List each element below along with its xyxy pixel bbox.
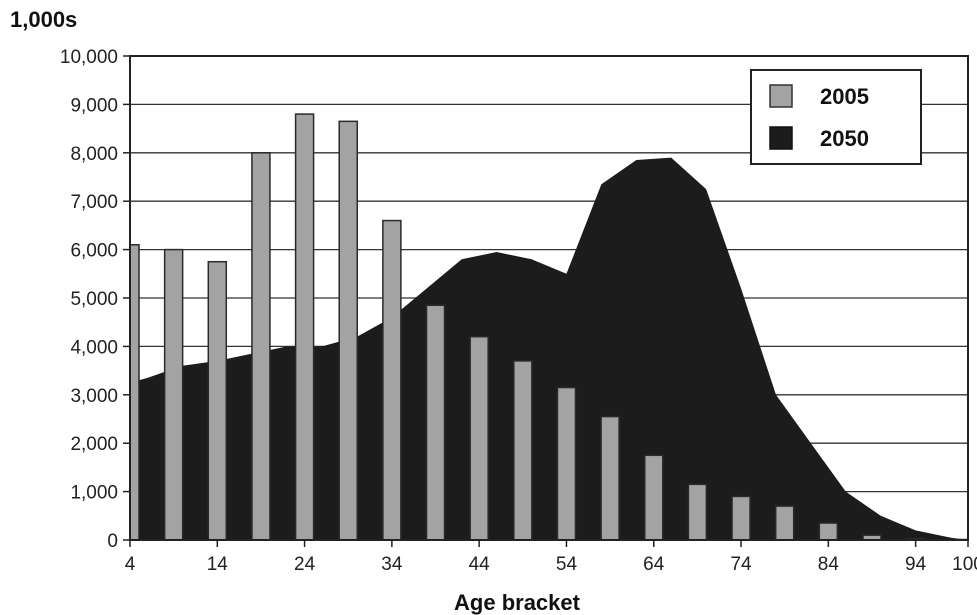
bar-2005 [600, 415, 620, 541]
x-tick-label: 94 [905, 554, 927, 575]
legend-label-2050: 2050 [820, 126, 869, 151]
bar-2005 [382, 219, 402, 541]
x-tick-label: 54 [556, 554, 578, 575]
x-tick-label: 74 [730, 554, 752, 575]
y-tick-label: 3,000 [70, 386, 118, 407]
bar-2005 [163, 248, 184, 541]
legend-label-2005: 2005 [820, 84, 869, 109]
x-tick-label: 34 [381, 554, 403, 575]
bar-2005 [207, 260, 228, 541]
y-tick-label: 2,000 [70, 434, 118, 455]
series-2005-bars [129, 113, 970, 541]
x-tick-label: 14 [207, 554, 229, 575]
x-tick-label: 64 [643, 554, 665, 575]
x-tick-label: 100 [952, 554, 977, 575]
bar-2005 [294, 113, 315, 541]
bar-2005 [425, 304, 446, 541]
legend-swatch-2050 [769, 126, 793, 150]
bar-2005 [556, 386, 577, 541]
y-tick-label: 6,000 [70, 241, 118, 262]
x-tick-label: 44 [469, 554, 491, 575]
x-axis-title: Age bracket [454, 590, 581, 615]
x-tick-label: 4 [125, 554, 136, 575]
bar-2005 [774, 505, 795, 541]
bar-2005 [338, 120, 358, 541]
bar-2005 [469, 335, 489, 541]
y-axis-unit-label: 1,000s [10, 7, 77, 32]
bar-2005 [513, 360, 533, 541]
y-tick-label: 0 [107, 531, 118, 552]
legend-swatch-2005 [769, 84, 793, 108]
y-tick-label: 9,000 [70, 95, 118, 116]
bar-2005 [731, 495, 751, 541]
bar-2005 [251, 152, 271, 541]
y-tick-label: 1,000 [70, 483, 118, 504]
y-tick-label: 8,000 [70, 144, 118, 165]
bar-2005 [129, 244, 140, 541]
y-tick-label: 7,000 [70, 192, 118, 213]
legend: 2005 2050 [750, 69, 922, 165]
y-tick-label: 10,000 [60, 47, 118, 68]
x-axis-ticks: 4 14 24 34 44 54 64 74 84 94 100 [125, 540, 977, 575]
y-tick-label: 5,000 [70, 289, 118, 310]
bar-2005 [687, 483, 708, 541]
x-tick-label: 24 [294, 554, 316, 575]
bar-2005 [644, 454, 664, 541]
y-tick-label: 4,000 [70, 337, 118, 358]
bar-2005 [818, 522, 839, 541]
y-axis-ticks: 0 1,000 2,000 3,000 4,000 5,000 6,000 7,000 8,00… [60, 47, 130, 552]
x-tick-label: 84 [818, 554, 840, 575]
